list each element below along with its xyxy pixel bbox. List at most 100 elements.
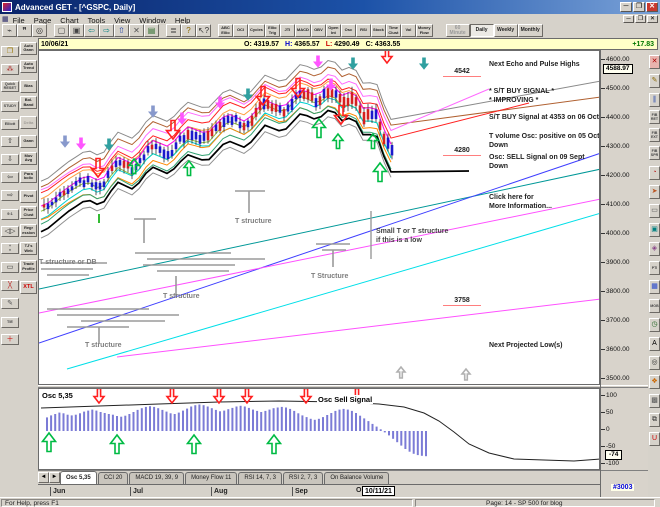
tab-scroll-left[interactable]: ◄	[38, 472, 49, 483]
period-monthly[interactable]: Monthly	[517, 24, 543, 37]
study-tool-regr-ession[interactable]: Regr ession	[20, 224, 37, 238]
period-daily[interactable]: Daily	[469, 24, 494, 37]
study-tool-auto-trend[interactable]: Auto Trend	[20, 59, 37, 73]
tab-on-balance-volume[interactable]: On Balance Volume	[324, 472, 390, 484]
page-forward-icon[interactable]: ⇨	[99, 24, 114, 37]
palette-icon[interactable]: ❖	[649, 375, 660, 389]
pti-button[interactable]: PTI	[649, 261, 660, 275]
delete-page-icon[interactable]: ✕	[129, 24, 144, 37]
more-information-link[interactable]: Click here for More Information...	[489, 194, 552, 210]
study-ellio-trig[interactable]: Ellio Trig	[264, 24, 280, 37]
fib-extension-button[interactable]: FIB EXT	[649, 128, 660, 142]
study-time-clust[interactable]: Time Clust	[385, 24, 401, 37]
zoom-icon[interactable]: ◎	[32, 24, 47, 37]
child-minimize-button[interactable]: ─	[623, 14, 634, 23]
menu-tools[interactable]: Tools	[87, 15, 106, 25]
study-oci[interactable]: OCI	[233, 24, 248, 37]
tab-money-flow-11[interactable]: Money Flow 11	[185, 472, 238, 484]
expand-icon[interactable]: ◁▷	[1, 226, 19, 237]
bar-spacing-button[interactable]: 9:1	[1, 208, 19, 220]
study-money-flow[interactable]: Money Flow	[415, 24, 433, 37]
child-restore-button[interactable]: ❐	[635, 14, 646, 23]
study-rsi[interactable]: RSI	[355, 24, 371, 37]
open-folder-icon[interactable]: ❐	[1, 46, 19, 57]
study-tool-tj-s-web[interactable]: TJ's Web	[20, 242, 37, 256]
pattern-tool-icon[interactable]: ◈	[649, 242, 660, 256]
help-icon[interactable]: ?	[181, 24, 196, 37]
context-help-icon[interactable]: ↖?	[196, 24, 211, 37]
study-stock[interactable]: Stock	[370, 24, 386, 37]
menu-window[interactable]: Window	[139, 15, 166, 25]
arrow-tool-icon[interactable]: ➤	[649, 185, 660, 199]
scroll-up-icon[interactable]: ⇧	[1, 136, 19, 147]
study-jti[interactable]: JTI	[279, 24, 295, 37]
link-icon[interactable]: ⌁	[2, 24, 17, 37]
box-tool-icon[interactable]: ▭	[1, 262, 19, 273]
study-open-int[interactable]: Open Int	[325, 24, 341, 37]
ellipse-tool-icon[interactable]: ◔	[649, 166, 660, 180]
study-tool-price-clust[interactable]: Price Clust	[20, 206, 37, 220]
new-page-icon[interactable]: ▢	[54, 24, 69, 37]
tab-osc-5-35[interactable]: Osc 5,35	[60, 471, 97, 484]
scroll-down-icon[interactable]: ⇩	[1, 154, 19, 165]
fib-spiral-button[interactable]: FIB SPR	[649, 146, 660, 160]
study-cycles[interactable]: Cycles	[248, 24, 265, 37]
study-tool-delta[interactable]: Delta	[20, 116, 37, 130]
tab-scroll-right[interactable]: ►	[49, 472, 60, 483]
elliott-button[interactable]: Elliott	[1, 118, 19, 130]
grid-tool-icon[interactable]: ▦	[649, 280, 660, 294]
draw-icon[interactable]: ✎	[1, 298, 19, 309]
study-abc-ellio[interactable]: ABC Ellio	[218, 24, 233, 37]
period-60-minute[interactable]: 60 Minute	[445, 24, 470, 37]
study-tool-xtl[interactable]: XTL	[20, 280, 37, 294]
price-chart-area[interactable]: T structure or DB T structure T structure T…	[38, 50, 600, 385]
expert-screen-icon[interactable]: ▣	[649, 223, 660, 237]
page-lock-icon[interactable]: ▣	[69, 24, 84, 37]
study-obv[interactable]: OBV	[310, 24, 326, 37]
page-back-icon[interactable]: ⇦	[84, 24, 99, 37]
period-weekly[interactable]: Weekly	[493, 24, 518, 37]
menu-help[interactable]: Help	[174, 15, 191, 25]
trendline-tool-icon[interactable]: ∥	[649, 93, 660, 107]
study-tool-pivot[interactable]: Pivot	[20, 189, 37, 203]
tab-rsi-14-7-3[interactable]: RSI 14, 7, 3	[238, 472, 282, 484]
study-tool-auto-gann[interactable]: Auto Gann	[20, 41, 37, 55]
rectangle-tool-icon[interactable]: ▭	[649, 204, 660, 218]
matrix-icon[interactable]: ▩	[649, 394, 660, 408]
text-tool-button[interactable]: A	[649, 337, 660, 351]
menu-file[interactable]: File	[12, 15, 25, 25]
zoom-tool-icon[interactable]: ◎	[649, 356, 660, 370]
tab-cci-20[interactable]: CCI 20	[97, 472, 129, 484]
study-macd[interactable]: MACD	[294, 24, 311, 37]
study-tool-bias[interactable]: Bias	[20, 79, 37, 93]
scroll-right-icon[interactable]: ⇨	[1, 190, 19, 201]
study-button[interactable]: STUDY	[1, 100, 19, 112]
study-osc[interactable]: Osc	[340, 24, 356, 37]
scale-button[interactable]: ÷ ×	[1, 242, 19, 254]
lines-icon[interactable]: ╳	[1, 280, 19, 291]
quick-reset-button[interactable]: Quick RESET	[1, 80, 19, 92]
tab-macd-19-39-9[interactable]: MACD 19, 39, 9	[129, 472, 185, 484]
menu-chart[interactable]: Chart	[60, 15, 79, 25]
study-tool-mov-avg[interactable]: Mov Avg	[20, 151, 37, 165]
pencil-tool-icon[interactable]: ✎	[649, 74, 660, 88]
study-vol[interactable]: Vol	[400, 24, 416, 37]
study-tool-bol-band[interactable]: Bol. Band	[20, 96, 37, 110]
menu-view[interactable]: View	[114, 15, 131, 25]
study-tool-gann[interactable]: Gann	[20, 135, 37, 149]
fib-retracement-button[interactable]: FIB RET	[649, 110, 660, 124]
page-copy-icon[interactable]: ▤	[144, 24, 159, 37]
print-icon[interactable]: ≣	[166, 24, 181, 37]
tie-button[interactable]: TIE	[1, 316, 19, 328]
oscillator-panel[interactable]: Osc 5,35 Osc Sell Signal	[38, 388, 600, 470]
quote-icon[interactable]: ❞	[17, 24, 32, 37]
close-button[interactable]: ✕	[646, 2, 658, 12]
study-tool-para-bolic[interactable]: Para bolic	[20, 169, 37, 183]
close-chart-icon[interactable]: ✕	[649, 55, 660, 69]
u-button[interactable]: U	[649, 432, 660, 446]
tab-rsi-2-7-3[interactable]: RSI 2, 7, 3	[283, 472, 324, 484]
clock-tool-icon[interactable]: ◷	[649, 318, 660, 332]
restore-button[interactable]: ❐	[633, 2, 645, 12]
add-icon[interactable]: ＋	[1, 334, 19, 345]
page-send-icon[interactable]: ⇧	[114, 24, 129, 37]
